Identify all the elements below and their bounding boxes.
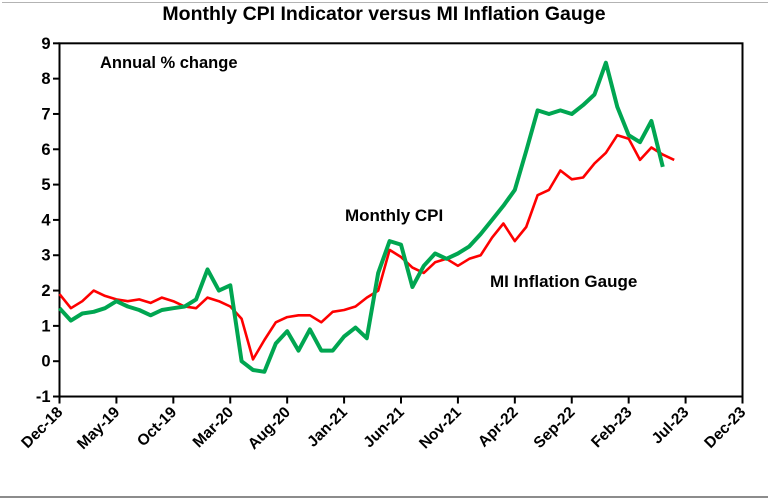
x-axis-tick-label: May-19: [74, 404, 123, 453]
bottom-divider-line: [0, 496, 768, 498]
chart-title: Monthly CPI Indicator versus MI Inflatio…: [162, 3, 605, 25]
y-axis-tick-label: 0: [41, 353, 50, 371]
annual-change-annotation: Annual % change: [100, 54, 238, 72]
x-axis-tick-label: Jun-21: [360, 404, 408, 452]
x-axis-tick-label: Aug-20: [245, 404, 294, 453]
x-axis-tick-label: Jan-21: [304, 404, 351, 451]
y-axis-tick-label: 5: [41, 176, 50, 194]
y-axis-tick-label: 1: [41, 317, 50, 335]
monthly-cpi-series-label: Monthly CPI: [345, 206, 443, 225]
y-axis-tick-label: 2: [41, 282, 50, 300]
y-axis-tick-label: 8: [41, 70, 50, 88]
x-axis-tick-label: Oct-19: [134, 404, 180, 450]
y-axis-tick-label: -1: [36, 388, 51, 406]
chart-generated-layer: -1 0 1 2 3 4 5 6 7 8 9 Dec-18 May-19 Oct-19 Mar-20 Aug-…: [18, 35, 749, 453]
x-axis-tick-label: Jul-23: [649, 404, 693, 448]
y-axis-tick-label: 6: [41, 141, 50, 159]
x-axis-tick-label: Dec-23: [701, 404, 749, 452]
y-axis-tick-label: 3: [41, 247, 50, 265]
mi-inflation-gauge-series-label: MI Inflation Gauge: [490, 272, 637, 291]
x-axis-tick-label: Nov-21: [416, 404, 465, 453]
x-axis-tick-label: Sep-22: [531, 404, 579, 452]
plot-border: [58, 42, 744, 398]
x-axis-tick-label: Feb-23: [588, 404, 636, 452]
y-axis-tick-label: 4: [41, 211, 51, 229]
y-axis-tick-label: 9: [41, 35, 50, 53]
mi-inflation-gauge-line: [58, 133, 675, 361]
x-axis-tick-label: Apr-22: [475, 404, 522, 451]
monthly-cpi-line: [58, 60, 665, 374]
top-divider-line: [2, 2, 768, 3]
x-axis-tick-label: Dec-18: [18, 404, 66, 452]
x-axis-tick-label: Mar-20: [190, 404, 237, 451]
y-axis-tick-label: 7: [41, 105, 50, 123]
